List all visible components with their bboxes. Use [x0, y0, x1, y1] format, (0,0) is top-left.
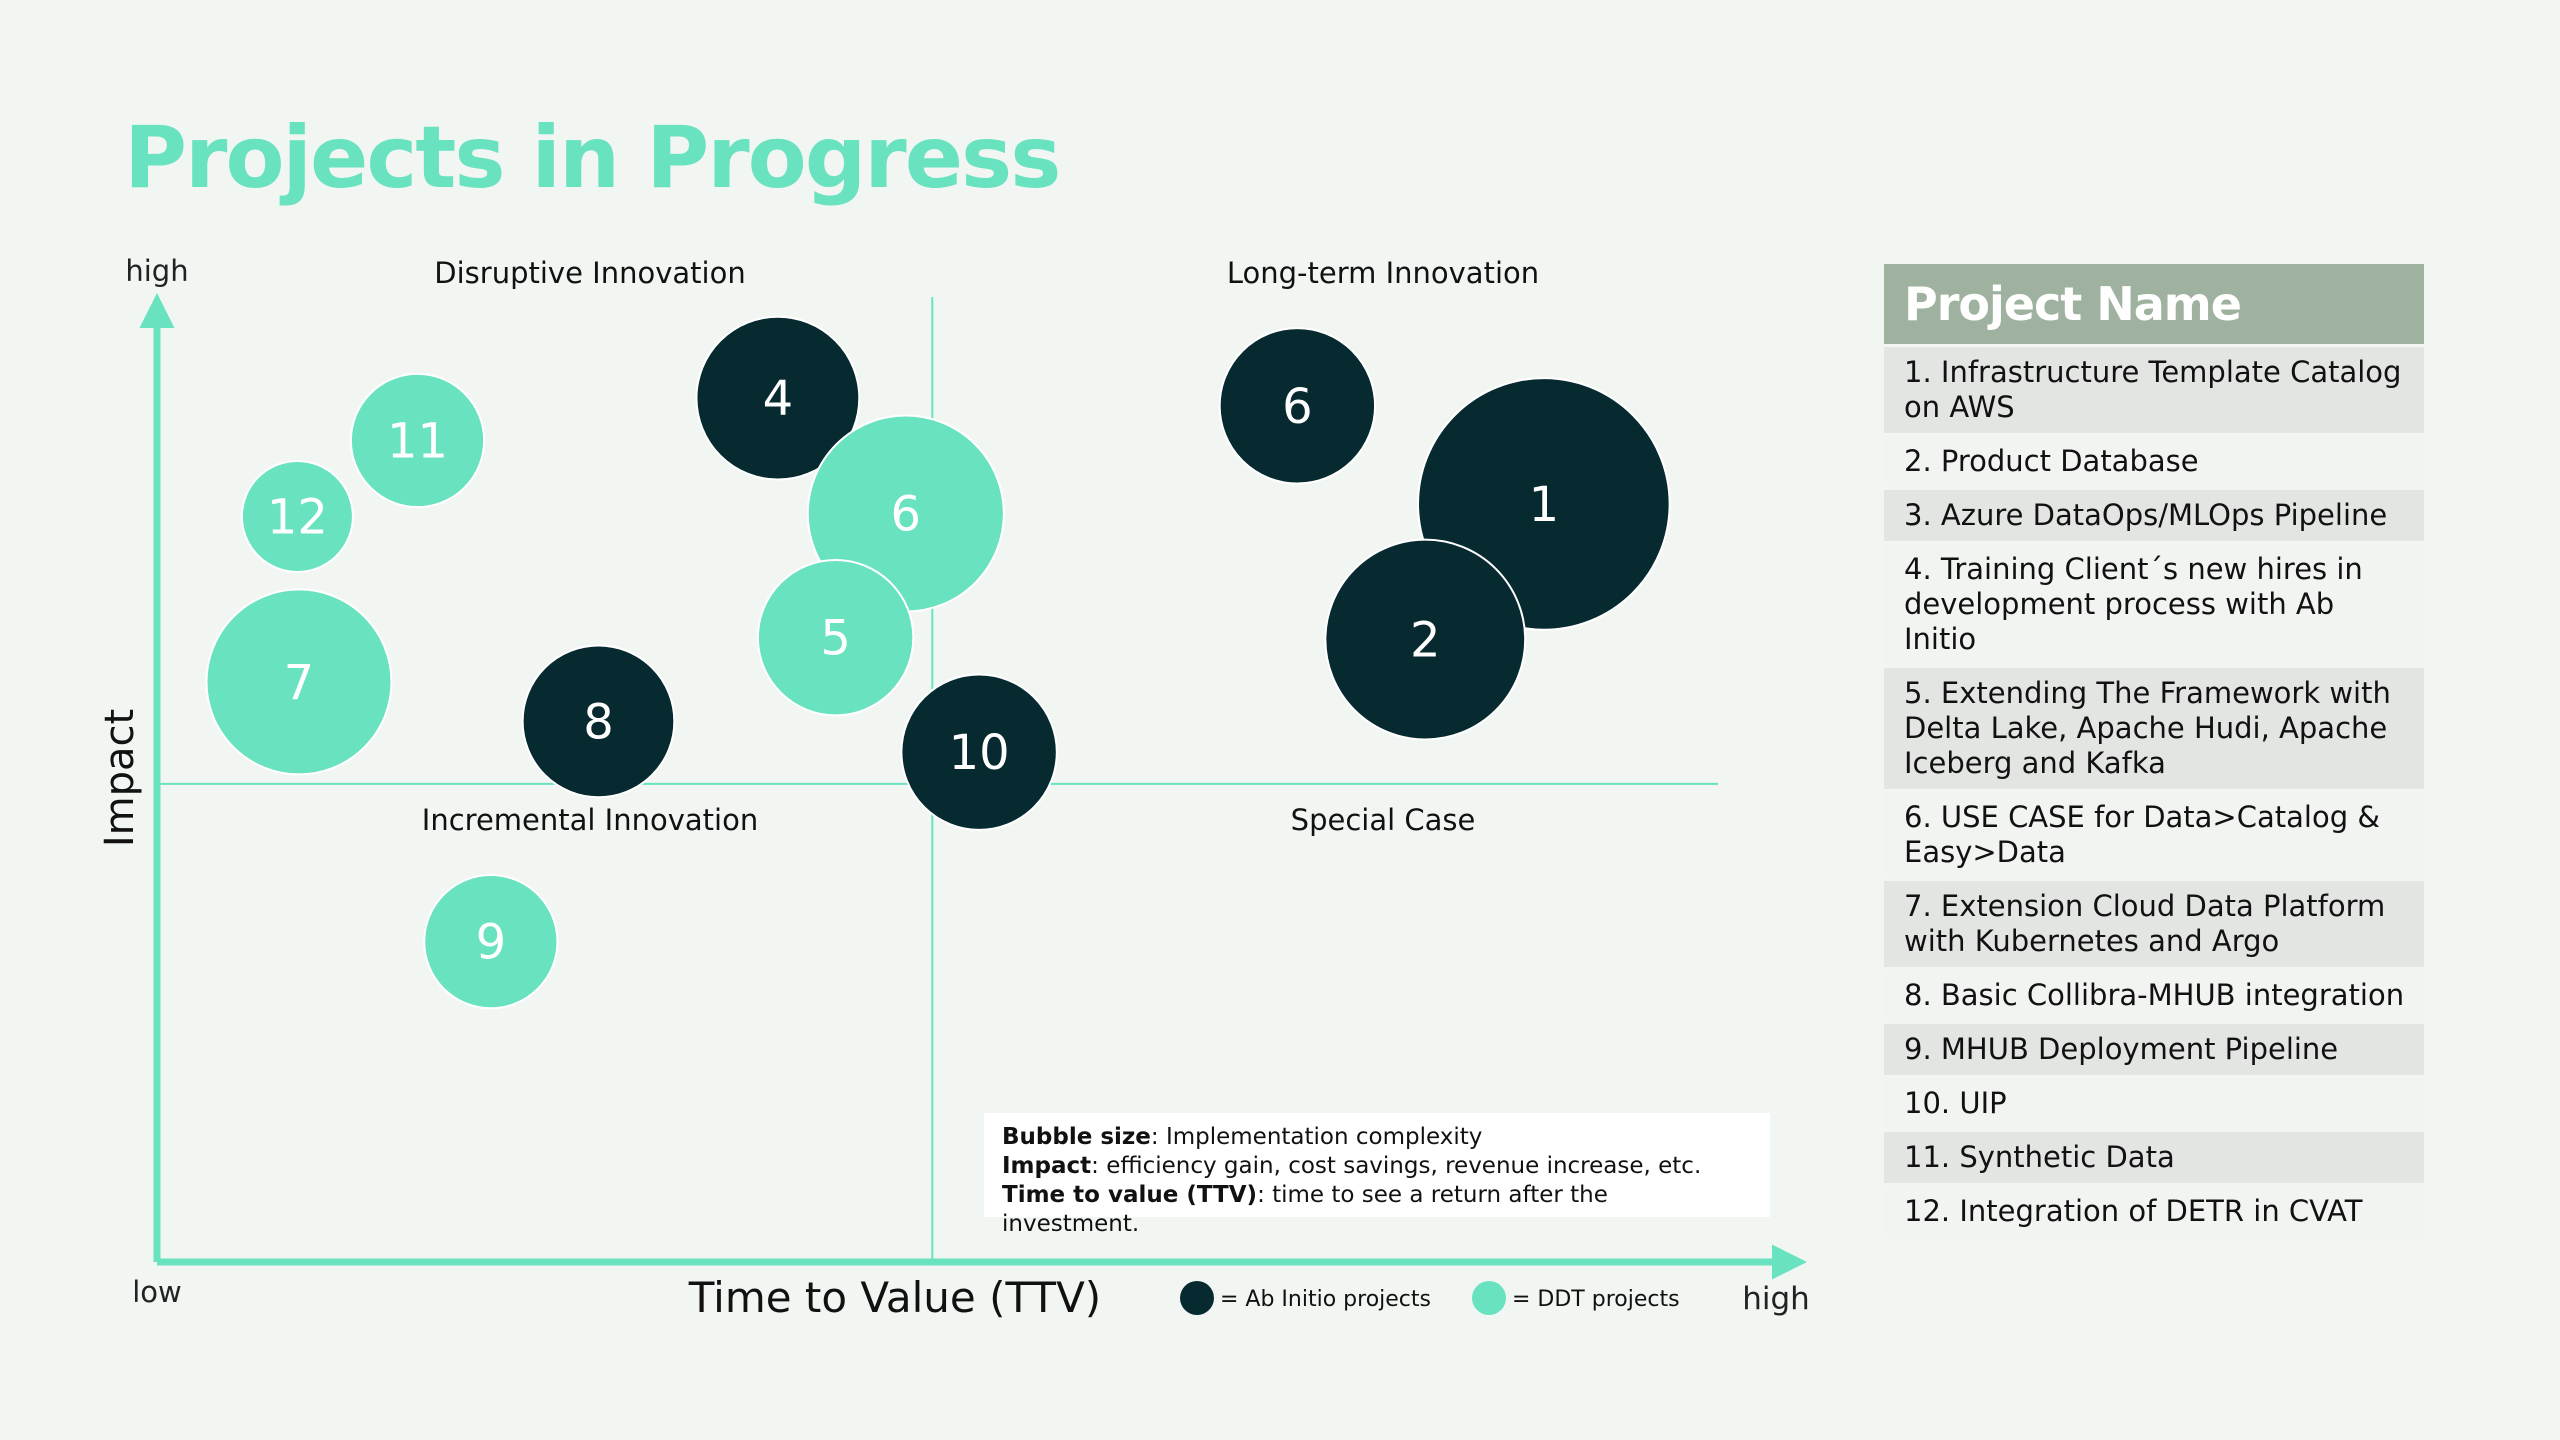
x-axis-title: Time to Value (TTV) [688, 1273, 1101, 1322]
bubble-label: 6 [891, 487, 922, 543]
table-row: 12. Integration of DETR in CVAT [1884, 1186, 2424, 1237]
x-axis-low-label: low [132, 1275, 182, 1309]
table-row: 10. UIP [1884, 1078, 2424, 1129]
bubble [1218, 327, 1377, 485]
table-row: 11. Synthetic Data [1884, 1132, 2424, 1183]
legend-swatch [1180, 1281, 1214, 1315]
y-axis-title: Impact [97, 709, 143, 847]
bubble-label: 12 [267, 489, 328, 545]
bubble-chart: high low high Time to Value (TTV) Impact Disr… [97, 254, 1810, 1322]
bubble-label: 1 [1529, 477, 1560, 533]
y-axis-high-label: high [125, 254, 188, 288]
chart-notes: Bubble size: Implementation complexity I… [984, 1113, 1770, 1237]
legend-swatch [1472, 1281, 1506, 1315]
bubble [349, 372, 486, 509]
quadrant-label: Disruptive Innovation [434, 256, 745, 290]
bubble-label: 4 [763, 371, 794, 427]
page-title: Projects in Progress [124, 108, 1061, 208]
table-row: 3. Azure DataOps/MLOps Pipeline [1884, 490, 2424, 541]
project-name-table: Project Name 1. Infrastructure Template … [1884, 264, 2424, 1237]
bubble [240, 459, 354, 573]
note-impact: Impact: efficiency gain, cost savings, r… [1002, 1152, 1752, 1181]
table-row: 7. Extension Cloud Data Platform with Ku… [1884, 881, 2424, 967]
bubble-label: 11 [387, 413, 448, 469]
note-ttv-key: Time to value (TTV) [1002, 1182, 1258, 1208]
bubble-label: 7 [284, 655, 315, 711]
table-row: 5. Extending The Framework with Delta La… [1884, 668, 2424, 789]
bubble [900, 673, 1058, 831]
legend-label: = Ab Initio projects [1220, 1287, 1431, 1312]
bubble-label: 9 [476, 915, 507, 971]
table-row: 9. MHUB Deployment Pipeline [1884, 1024, 2424, 1075]
x-axis-high-label: high [1742, 1281, 1810, 1317]
bubble [1324, 538, 1527, 741]
note-ttv-text: : time to see a return after the investm… [1002, 1182, 1608, 1237]
bubble [695, 315, 861, 481]
bubble [756, 558, 915, 717]
quadrant-label: Long-term Innovation [1227, 256, 1539, 290]
table-header: Project Name [1884, 264, 2424, 344]
bubble [205, 588, 393, 776]
note-bubble-size: Bubble size: Implementation complexity [1002, 1123, 1752, 1152]
table-row: 4. Training Client´s new hires in develo… [1884, 544, 2424, 665]
bubble-label: 6 [1282, 379, 1313, 435]
note-ttv: Time to value (TTV): time to see a retur… [1002, 1181, 1752, 1239]
quadrant-label: Special Case [1291, 803, 1476, 837]
bubble-label: 2 [1410, 613, 1441, 669]
note-impact-key: Impact [1002, 1153, 1092, 1179]
bubble-label: 8 [583, 694, 614, 750]
legend-label: = DDT projects [1512, 1287, 1680, 1312]
note-impact-text: : efficiency gain, cost savings, revenue… [1091, 1153, 1702, 1179]
table-row: 2. Product Database [1884, 436, 2424, 487]
note-bubble-size-text: : Implementation complexity [1150, 1124, 1483, 1150]
note-bubble-size-key: Bubble size [1002, 1124, 1151, 1150]
table-row: 8. Basic Collibra-MHUB integration [1884, 970, 2424, 1021]
bubble [423, 874, 559, 1010]
quadrant-label: Incremental Innovation [422, 803, 758, 837]
bubble-label: 10 [949, 725, 1010, 781]
table-row: 1. Infrastructure Template Catalog on AW… [1884, 347, 2424, 433]
bubble [521, 644, 676, 799]
bubble-label: 5 [820, 611, 851, 667]
table-row: 6. USE CASE for Data>Catalog & Easy>Data [1884, 792, 2424, 878]
